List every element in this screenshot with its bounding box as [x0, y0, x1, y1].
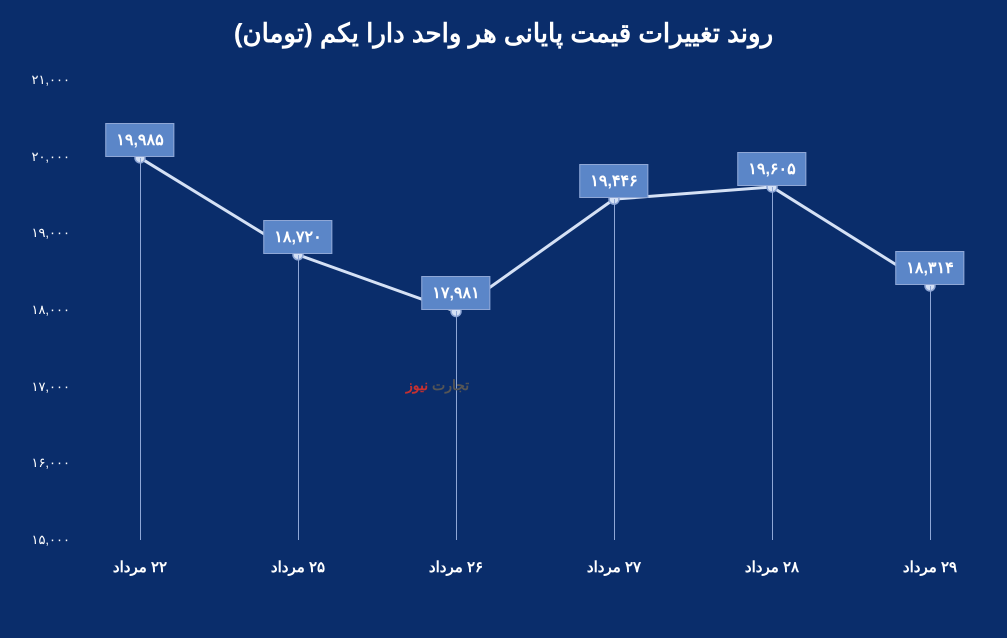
y-axis-tick-label: ۲۰,۰۰۰	[10, 149, 70, 165]
drop-line	[456, 311, 457, 540]
y-axis-tick-label: ۱۵,۰۰۰	[10, 532, 70, 548]
data-value-label: ۱۸,۳۱۴	[895, 251, 964, 285]
y-axis-tick-label: ۱۸,۰۰۰	[10, 302, 70, 318]
drop-line	[298, 255, 299, 540]
drop-line	[614, 199, 615, 540]
chart-line	[140, 158, 930, 312]
drop-line	[140, 158, 141, 540]
x-axis-tick-label: ۲۶ مرداد	[429, 558, 483, 576]
y-axis-tick-label: ۱۷,۰۰۰	[10, 379, 70, 395]
y-axis-tick-label: ۲۱,۰۰۰	[10, 72, 70, 88]
plot-area: ۱۹,۹۸۵ ۱۸,۷۲۰ ۱۷,۹۸۱ ۱۹,۴۴۶ ۱۹,۶۰۵ ۱۸,۳۱۴	[80, 70, 970, 570]
x-axis-tick-label: ۲۲ مرداد	[113, 558, 167, 576]
data-value-label: ۱۹,۴۴۶	[579, 164, 648, 198]
y-axis-tick-label: ۱۶,۰۰۰	[10, 455, 70, 471]
watermark: تجارت نیوز	[406, 377, 469, 394]
chart-title: روند تغییرات قیمت پایانی هر واحد دارا یک…	[0, 0, 1007, 49]
data-value-label: ۱۹,۶۰۵	[737, 152, 806, 186]
x-axis-tick-label: ۲۵ مرداد	[271, 558, 325, 576]
y-axis-tick-label: ۱۹,۰۰۰	[10, 225, 70, 241]
chart-container: روند تغییرات قیمت پایانی هر واحد دارا یک…	[0, 0, 1007, 638]
drop-line	[930, 286, 931, 540]
x-axis-tick-label: ۲۸ مرداد	[745, 558, 799, 576]
x-axis-tick-label: ۲۷ مرداد	[587, 558, 641, 576]
data-value-label: ۱۸,۷۲۰	[263, 220, 332, 254]
data-value-label: ۱۹,۹۸۵	[105, 123, 174, 157]
drop-line	[772, 187, 773, 540]
chart-svg	[80, 70, 970, 570]
data-value-label: ۱۷,۹۸۱	[421, 276, 490, 310]
x-axis-tick-label: ۲۹ مرداد	[903, 558, 957, 576]
